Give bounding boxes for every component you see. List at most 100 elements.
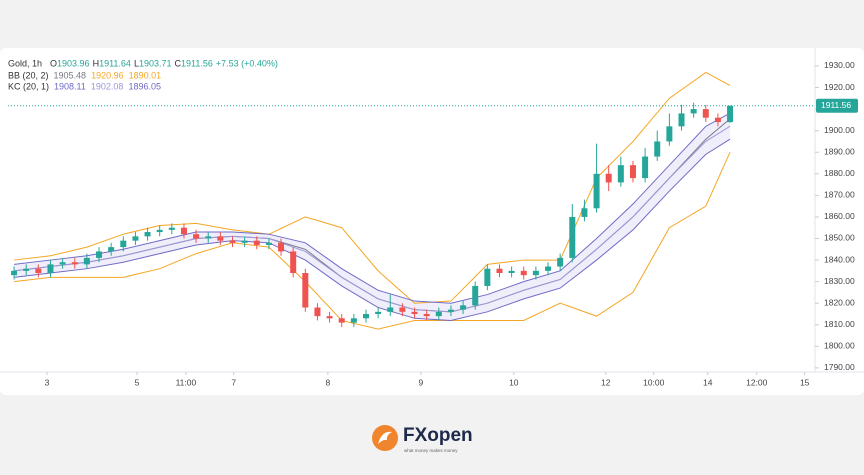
y-tick-label: 1800.00 bbox=[824, 341, 855, 351]
candle-body bbox=[581, 208, 588, 217]
indicator-name: BB (20, 2) bbox=[8, 70, 49, 80]
candle-body bbox=[217, 236, 224, 241]
candle-body bbox=[265, 242, 272, 245]
x-tick-label: 7 bbox=[231, 377, 236, 387]
logo-text: FXopen bbox=[403, 425, 473, 446]
x-tick-label: 10:00 bbox=[643, 377, 665, 387]
y-tick-label: 1930.00 bbox=[824, 60, 855, 70]
candle-body bbox=[557, 257, 564, 267]
ohlc-prefix: L bbox=[134, 58, 139, 68]
indicator-line bbox=[14, 125, 731, 313]
candle-body bbox=[447, 309, 454, 312]
candle-body bbox=[545, 266, 552, 271]
ohlc-value: 1911.56 bbox=[181, 58, 213, 68]
ohlc-value: 1911.64 bbox=[99, 58, 131, 68]
y-tick-label: 1870.00 bbox=[824, 190, 855, 200]
candle-body bbox=[484, 268, 491, 286]
ohlc-value: 1903.96 bbox=[57, 58, 90, 68]
candle-body bbox=[702, 109, 709, 118]
candle-body bbox=[520, 270, 527, 276]
y-tick-label: 1790.00 bbox=[824, 362, 855, 372]
candle-body bbox=[642, 156, 649, 179]
last-price-box bbox=[816, 98, 858, 113]
candle-body bbox=[132, 236, 139, 241]
candle-body bbox=[96, 251, 103, 258]
candle-body bbox=[144, 232, 151, 237]
candle-body bbox=[11, 270, 18, 276]
y-tick-label: 1840.00 bbox=[824, 254, 855, 264]
symbol: Gold, 1h bbox=[8, 58, 42, 68]
y-tick-label: 1880.00 bbox=[824, 168, 855, 178]
x-tick-label: 11:00 bbox=[176, 377, 197, 387]
candle-body bbox=[59, 262, 66, 265]
candle-body bbox=[193, 234, 200, 239]
candle-body bbox=[532, 270, 539, 276]
candle-body bbox=[290, 251, 297, 274]
change: +7.53 (+0.40%) bbox=[216, 58, 278, 68]
y-tick-label: 1850.00 bbox=[824, 233, 855, 243]
candle-body bbox=[460, 305, 467, 310]
candle-body bbox=[108, 247, 115, 252]
x-tick-label: 3 bbox=[45, 377, 50, 387]
candle-body bbox=[241, 240, 248, 243]
x-tick-label: 9 bbox=[418, 377, 423, 387]
y-tick-label: 1860.00 bbox=[824, 211, 855, 221]
candle-body bbox=[496, 268, 503, 274]
candle-body bbox=[593, 173, 600, 209]
candle-body bbox=[387, 307, 394, 312]
candle-body bbox=[229, 240, 236, 243]
ohlc-prefix: C bbox=[175, 58, 182, 68]
candle-body bbox=[423, 313, 430, 317]
candle-body bbox=[180, 227, 187, 235]
logo-shape bbox=[378, 431, 392, 444]
candle-body bbox=[472, 285, 479, 306]
candle-body bbox=[666, 126, 673, 142]
y-tick-label: 1890.00 bbox=[824, 146, 855, 156]
indicator-line bbox=[14, 112, 731, 304]
candle-body bbox=[411, 311, 418, 314]
candle-body bbox=[83, 257, 90, 265]
candle-body bbox=[362, 313, 369, 319]
candle-body bbox=[690, 109, 697, 114]
candle-body bbox=[350, 318, 357, 323]
candle-body bbox=[678, 113, 685, 127]
last-price-label: 1911.56 bbox=[821, 100, 851, 110]
candle-body bbox=[205, 236, 212, 239]
candle-body bbox=[617, 165, 624, 183]
x-tick-label: 14 bbox=[703, 377, 713, 387]
candle-body bbox=[569, 216, 576, 258]
y-tick-label: 1830.00 bbox=[824, 276, 855, 286]
candle-body bbox=[435, 311, 442, 317]
candle-body bbox=[120, 240, 127, 248]
x-tick-label: 12:00 bbox=[746, 377, 768, 387]
indicator-value: 1890.01 bbox=[129, 70, 162, 80]
indicator-line bbox=[14, 152, 731, 330]
candle-body bbox=[727, 105, 734, 123]
indicator-value: 1896.05 bbox=[128, 81, 161, 91]
y-tick-label: 1820.00 bbox=[824, 297, 855, 307]
indicator-value: 1920.96 bbox=[91, 70, 124, 80]
indicator-value: 1902.08 bbox=[91, 81, 124, 91]
x-tick-label: 10 bbox=[509, 377, 519, 387]
candle-body bbox=[156, 229, 163, 233]
logo: FXopen what money makes money bbox=[372, 425, 473, 453]
candle-body bbox=[714, 117, 721, 123]
candle-body bbox=[278, 242, 285, 252]
y-tick-label: 1900.00 bbox=[824, 125, 855, 135]
x-tick-label: 8 bbox=[326, 377, 331, 387]
candle-body bbox=[253, 240, 260, 245]
logo-tagline: what money makes money bbox=[404, 448, 458, 453]
candle-body bbox=[508, 270, 515, 274]
y-tick-label: 1810.00 bbox=[824, 319, 855, 329]
candle-body bbox=[71, 262, 78, 265]
x-tick-label: 12 bbox=[601, 377, 611, 387]
candle-body bbox=[338, 318, 345, 323]
ohlc-prefix: H bbox=[93, 58, 100, 68]
candle-body bbox=[326, 316, 333, 319]
indicator-value: 1905.48 bbox=[54, 70, 87, 80]
candle-body bbox=[314, 307, 321, 317]
chart-panel bbox=[0, 48, 864, 395]
candle-body bbox=[629, 165, 636, 179]
candle-body bbox=[302, 273, 309, 308]
